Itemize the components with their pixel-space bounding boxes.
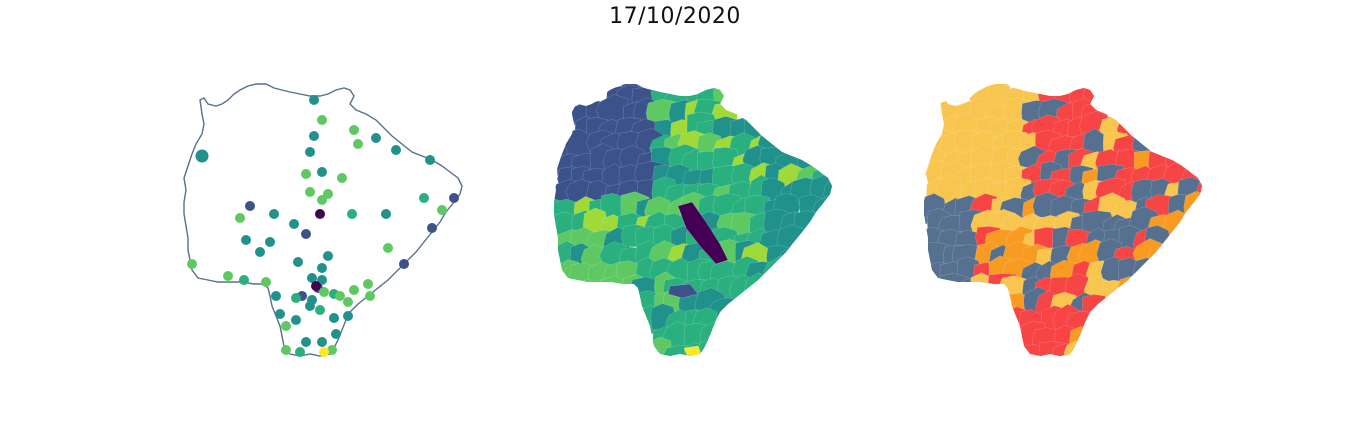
municipality-region — [1069, 326, 1093, 356]
data-point-marker — [255, 247, 265, 257]
data-point-marker — [327, 345, 337, 355]
data-point-marker — [349, 125, 359, 135]
municipality-region — [745, 261, 780, 291]
data-point-marker — [419, 193, 429, 203]
data-point-marker — [317, 115, 327, 125]
data-point-marker — [347, 209, 357, 219]
data-point-marker — [301, 337, 311, 347]
municipality-region — [937, 273, 972, 303]
data-point-marker — [309, 95, 319, 105]
data-point-marker — [343, 297, 353, 307]
municipality-region — [589, 278, 618, 307]
data-point-marker — [449, 193, 459, 203]
data-point-marker — [187, 259, 197, 269]
data-point-marker — [399, 259, 409, 269]
municipality-region — [1063, 340, 1090, 356]
data-point-marker — [315, 209, 325, 219]
map-choropleth-risk-panel — [924, 84, 1202, 356]
municipality-region — [1133, 257, 1161, 287]
data-point-marker — [391, 145, 401, 155]
municipality-regions — [924, 84, 1202, 356]
data-point-marker — [331, 329, 341, 339]
data-point-marker — [307, 273, 317, 283]
municipality-region — [1196, 177, 1202, 202]
data-point-marker — [223, 271, 233, 281]
data-point-marker — [427, 223, 437, 233]
data-point-marker — [291, 293, 301, 303]
data-point-marker — [289, 219, 299, 229]
data-point-marker — [281, 345, 291, 355]
municipality-region — [1148, 246, 1175, 272]
data-point-marker — [317, 263, 327, 273]
data-point-marker — [315, 305, 325, 315]
data-point-marker — [305, 147, 315, 157]
data-point-marker — [349, 285, 359, 295]
data-point-marker — [195, 149, 209, 163]
municipality-region — [677, 201, 729, 265]
data-point-marker — [363, 279, 373, 289]
municipality-region — [667, 283, 699, 299]
data-point-marker — [353, 139, 363, 149]
data-point-marker — [305, 187, 315, 197]
data-point-marker — [265, 237, 275, 247]
municipality-region — [570, 279, 602, 311]
data-point-marker — [291, 315, 301, 325]
data-point-marker — [425, 155, 435, 165]
data-point-marker — [371, 133, 381, 143]
data-point-marker — [365, 291, 375, 301]
data-point-marker — [323, 251, 333, 261]
data-point-marker — [293, 257, 303, 267]
data-point-marker — [239, 275, 249, 285]
municipality-regions — [554, 84, 832, 356]
municipality-region — [1117, 276, 1142, 303]
data-point-marker — [319, 287, 329, 297]
map-choropleth-viridis-panel — [554, 84, 832, 356]
data-point-marker — [317, 337, 327, 347]
data-point-marker — [335, 291, 345, 301]
data-point-marker — [269, 209, 279, 219]
municipality-region — [1101, 279, 1127, 310]
data-point-marker — [241, 235, 251, 245]
municipality-region — [1183, 190, 1202, 223]
municipality-region — [713, 84, 744, 104]
data-point-marker — [381, 209, 391, 219]
data-point-marker — [261, 277, 271, 287]
data-point-marker — [281, 321, 291, 331]
data-point-marker — [337, 173, 347, 183]
data-point-marker — [311, 281, 321, 291]
data-point-marker — [235, 213, 245, 223]
data-point-marker — [317, 167, 327, 177]
data-point-marker — [301, 229, 311, 239]
data-point-marker — [295, 347, 305, 357]
data-point-marker — [271, 291, 281, 301]
data-point-marker — [319, 347, 329, 357]
municipality-region — [698, 339, 725, 356]
data-point-marker — [275, 309, 285, 319]
data-point-marker — [383, 243, 393, 253]
data-point-marker — [245, 201, 255, 211]
data-point-marker — [343, 311, 353, 321]
data-point-marker — [317, 195, 327, 205]
municipality-region — [924, 197, 930, 226]
figure-title: 17/10/2020 — [609, 4, 741, 29]
data-point-marker — [309, 131, 319, 141]
map-points-panel — [183, 83, 463, 357]
data-point-marker — [301, 169, 311, 179]
data-point-marker — [329, 313, 339, 323]
data-point-marker — [305, 301, 315, 311]
data-point-marker — [437, 205, 447, 215]
